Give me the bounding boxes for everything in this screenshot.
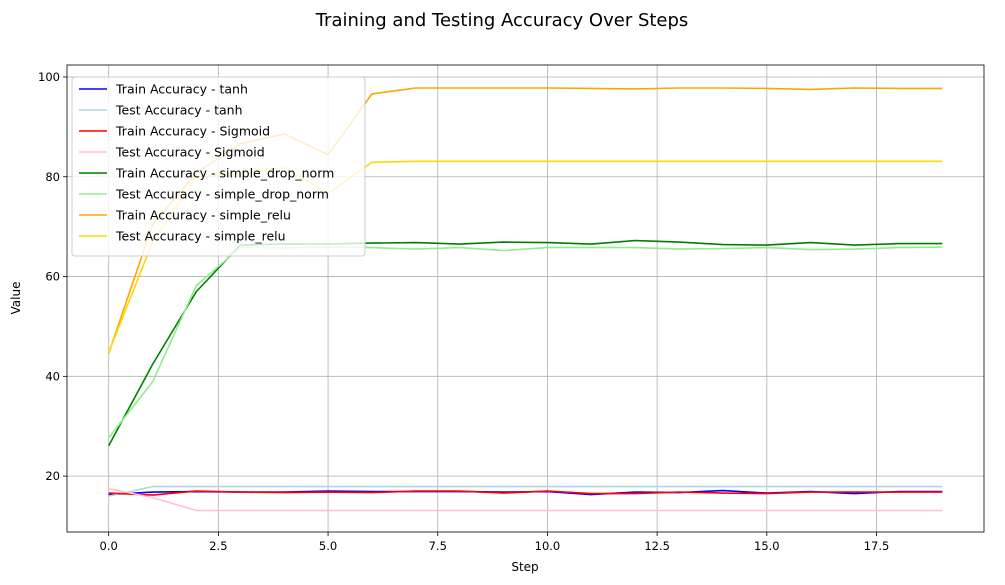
y-tick-label: 20 — [45, 469, 60, 483]
legend-label-4: Test Accuracy - Sigmoid — [115, 145, 265, 160]
legend-label-5: Train Accuracy - simple_drop_norm — [115, 166, 334, 181]
legend-box — [71, 76, 366, 257]
y-tick-label: 100 — [38, 70, 60, 84]
series-line-6 — [108, 246, 943, 439]
x-tick-label: 0.0 — [100, 539, 118, 553]
series-line-5 — [107, 239, 943, 447]
legend-label-2: Test Accuracy - tanh — [115, 103, 243, 118]
series-line-2 — [108, 485, 943, 497]
y-axis-ticks: 20 40 60 80 100 — [38, 70, 67, 483]
legend: Train Accuracy - tanh Test Accuracy - tan… — [71, 76, 366, 257]
y-tick-label: 80 — [45, 170, 60, 184]
legend-label-3: Train Accuracy - Sigmoid — [115, 124, 270, 139]
x-tick-label: 10.0 — [535, 539, 561, 553]
y-tick-label: 60 — [45, 270, 60, 284]
x-tick-label: 17.5 — [864, 539, 890, 553]
x-axis-ticks: 0.0 2.5 5.0 7.5 10.0 12.5 15.0 17.5 — [100, 532, 890, 553]
series-line-3 — [108, 490, 943, 496]
x-tick-label: 12.5 — [644, 539, 670, 553]
y-tick-label: 40 — [45, 369, 60, 383]
x-tick-label: 2.5 — [209, 539, 227, 553]
legend-label-8: Test Accuracy - simple_relu — [115, 229, 286, 244]
y-axis-label: Value — [9, 282, 23, 315]
legend-label-7: Train Accuracy - simple_relu — [115, 208, 291, 223]
legend-label-1: Train Accuracy - tanh — [115, 82, 248, 97]
plot-frame — [66, 64, 985, 533]
x-tick-label: 15.0 — [754, 539, 780, 553]
x-axis-label: Step — [511, 560, 538, 574]
chart-title: Training and Testing Accuracy Over Steps — [315, 10, 689, 31]
x-tick-label: 5.0 — [319, 539, 337, 553]
series-line-4 — [108, 487, 943, 512]
legend-label-6: Test Accuracy - simple_drop_norm — [115, 187, 329, 202]
x-tick-label: 7.5 — [429, 539, 447, 553]
